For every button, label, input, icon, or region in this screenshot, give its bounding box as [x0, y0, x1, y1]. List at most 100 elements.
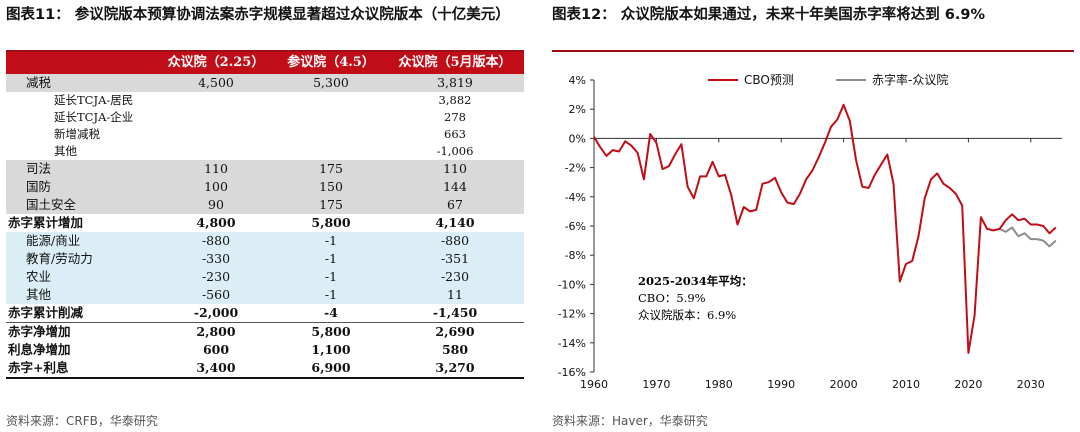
right-source: 资料来源：Haver，华泰研究: [552, 414, 708, 428]
row-value: 3,400: [156, 359, 276, 379]
x-tick-label: 2010: [892, 378, 920, 391]
row-value: 5,800: [276, 214, 386, 232]
y-tick-label: 0%: [569, 132, 586, 145]
row-value: [156, 92, 276, 109]
table-row: 其他 -560 -1 11: [6, 286, 524, 304]
y-tick-label: -4%: [565, 191, 586, 204]
row-value: 3,270: [386, 359, 524, 379]
right-title-rule: [552, 50, 1074, 52]
right-panel-title: 图表12： 众议院版本如果通过，未来十年美国赤字率将达到 6.9%: [552, 7, 985, 23]
row-value: -560: [156, 286, 276, 304]
table-row: 教育/劳动力 -330 -1 -351: [6, 250, 524, 268]
y-tick-label: -6%: [565, 220, 586, 233]
row-value: -351: [386, 250, 524, 268]
row-value: 150: [276, 178, 386, 196]
row-value: 100: [156, 178, 276, 196]
left-panel-title: 图表11： 参议院版本预算协调法案赤字规模显著超过众议院版本（十亿美元）: [6, 7, 510, 23]
x-tick-label: 1970: [642, 378, 670, 391]
table-row: 赤字+利息 3,400 6,900 3,270: [6, 359, 524, 379]
table-header-col: 众议院（2.25）: [156, 52, 276, 74]
deficit-table: 众议院（2.25） 参议院（4.5） 众议院（5月版本） 减税 4,500 5,30…: [6, 52, 524, 379]
x-tick-label: 2030: [1017, 378, 1045, 391]
annotation-heading: 2025-2034年平均：: [638, 274, 753, 288]
row-value: -1,450: [386, 304, 524, 323]
table-row: 农业 -230 -1 -230: [6, 268, 524, 286]
row-value: -880: [386, 232, 524, 250]
row-value: -1: [276, 268, 386, 286]
table-row: 赤字累计增加 4,800 5,800 4,140: [6, 214, 524, 232]
table-header-row: 众议院（2.25） 参议院（4.5） 众议院（5月版本）: [6, 52, 524, 74]
row-label: 延长TCJA-企业: [6, 109, 156, 126]
row-value: [156, 109, 276, 126]
row-value: 110: [156, 160, 276, 178]
row-label: 司法: [6, 160, 156, 178]
x-tick-label: 2000: [830, 378, 858, 391]
row-value: -1: [276, 232, 386, 250]
row-value: 2,800: [156, 322, 276, 341]
y-tick-label: -8%: [565, 249, 586, 262]
row-value: 663: [386, 126, 524, 143]
table-row: 延长TCJA-居民 3,882: [6, 92, 524, 109]
row-value: 278: [386, 109, 524, 126]
row-label: 新增减税: [6, 126, 156, 143]
row-value: -1: [276, 286, 386, 304]
series-line-house: [999, 226, 1057, 248]
row-value: 6,900: [276, 359, 386, 379]
row-value: 144: [386, 178, 524, 196]
row-value: -330: [156, 250, 276, 268]
table-row: 赤字累计削减 -2,000 -4 -1,450: [6, 304, 524, 323]
table-row: 延长TCJA-企业 278: [6, 109, 524, 126]
annotation-house: 众议院版本：6.9%: [638, 308, 736, 322]
table-row: 新增减税 663: [6, 126, 524, 143]
row-value: 3,819: [386, 74, 524, 92]
legend-label: 赤字率-众议院: [872, 72, 948, 87]
row-label: 赤字累计削减: [6, 304, 156, 323]
row-value: [156, 143, 276, 160]
x-tick-label: 2020: [954, 378, 982, 391]
row-value: 11: [386, 286, 524, 304]
row-value: 175: [276, 196, 386, 214]
row-value: 4,140: [386, 214, 524, 232]
row-label: 延长TCJA-居民: [6, 92, 156, 109]
table-header-blank: [6, 52, 156, 74]
left-title-rule: [6, 50, 524, 52]
row-label: 其他: [6, 143, 156, 160]
row-value: 600: [156, 341, 276, 359]
row-label: 减税: [6, 74, 156, 92]
series-line-cbo: [593, 103, 1057, 354]
row-value: -230: [386, 268, 524, 286]
legend-label: CBO预测: [744, 73, 794, 87]
table-row: 减税 4,500 5,300 3,819: [6, 74, 524, 92]
table-row: 利息净增加 600 1,100 580: [6, 341, 524, 359]
y-tick-label: 2%: [569, 103, 586, 116]
row-value: -4: [276, 304, 386, 323]
row-value: 175: [276, 160, 386, 178]
y-tick-label: -12%: [558, 308, 586, 321]
row-value: 110: [386, 160, 524, 178]
row-label: 赤字累计增加: [6, 214, 156, 232]
row-label: 赤字净增加: [6, 322, 156, 341]
row-value: -1: [276, 250, 386, 268]
deficit-rate-chart: 4% 2% 0% -2% -4% -6% -8% -10% -12% -14% -16%1960 19…: [558, 72, 1062, 391]
y-tick-label: -14%: [558, 337, 586, 350]
row-label: 教育/劳动力: [6, 250, 156, 268]
row-value: -1,006: [386, 143, 524, 160]
row-label: 国防: [6, 178, 156, 196]
row-value: [276, 92, 386, 109]
row-label: 能源/商业: [6, 232, 156, 250]
row-value: 4,800: [156, 214, 276, 232]
row-value: [276, 109, 386, 126]
y-tick-label: -16%: [558, 366, 586, 379]
row-value: 580: [386, 341, 524, 359]
y-tick-label: 4%: [569, 74, 586, 87]
row-value: 3,882: [386, 92, 524, 109]
row-value: 67: [386, 196, 524, 214]
row-label: 国土安全: [6, 196, 156, 214]
row-label: 其他: [6, 286, 156, 304]
row-value: 90: [156, 196, 276, 214]
table-row: 其他 -1,006: [6, 143, 524, 160]
table-row: 国防 100 150 144: [6, 178, 524, 196]
row-value: -880: [156, 232, 276, 250]
row-value: [276, 126, 386, 143]
row-value: 5,300: [276, 74, 386, 92]
